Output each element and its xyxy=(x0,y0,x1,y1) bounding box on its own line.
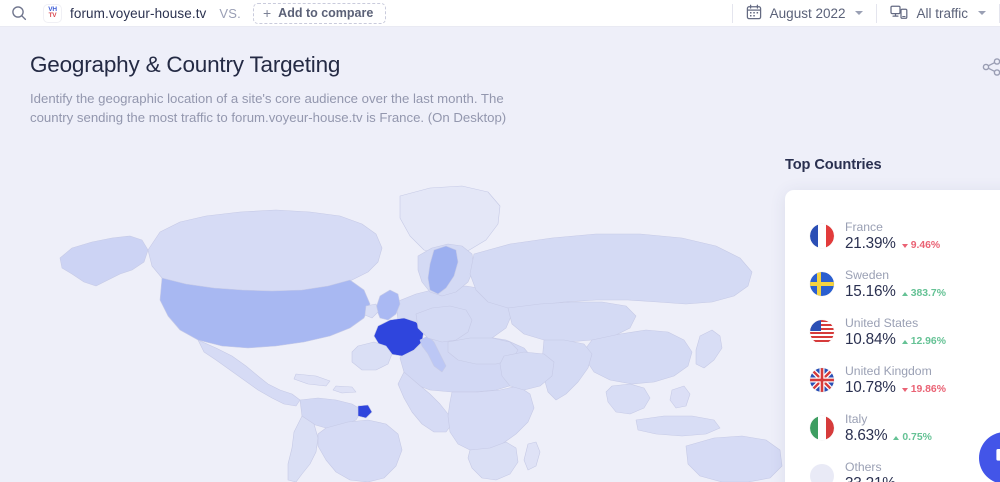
country-australia[interactable] xyxy=(685,435,783,482)
page-header: Geography & Country Targeting Identify t… xyxy=(30,52,630,128)
flag-fr-icon xyxy=(810,224,834,248)
country-percent: 10.84% xyxy=(845,330,896,348)
delta-value: 0.75% xyxy=(902,432,932,443)
list-item[interactable]: United Kingdom 10.78% 19.86% xyxy=(785,356,1000,404)
country-russia[interactable] xyxy=(469,233,753,309)
list-item[interactable]: Others 33.21% xyxy=(785,452,1000,482)
country-name: France xyxy=(845,219,883,234)
others-swatch-icon xyxy=(810,464,834,482)
delta-value: 383.7% xyxy=(910,288,946,299)
country-west-africa[interactable] xyxy=(397,371,453,433)
country-ireland[interactable] xyxy=(364,303,379,319)
country-percent: 21.39% xyxy=(845,234,896,252)
country-alaska[interactable] xyxy=(59,235,149,287)
country-japan[interactable] xyxy=(695,329,723,369)
region-middle-east[interactable] xyxy=(499,351,555,391)
topbar-divider-2 xyxy=(876,3,878,23)
country-delta: 0.75% xyxy=(893,432,932,443)
traffic-segment-selector[interactable]: All traffic xyxy=(877,0,999,27)
top-bar: VH TV forum.voyeur-house.tv VS. + Add to… xyxy=(0,0,1000,27)
devices-icon xyxy=(890,4,908,23)
chevron-down-icon xyxy=(855,11,864,15)
country-greenland[interactable] xyxy=(399,185,501,257)
list-item[interactable]: United States 10.84% 12.96% xyxy=(785,308,1000,356)
top-countries-card: France 21.39% 9.46% Sweden 15.16% xyxy=(785,190,1000,482)
country-guyana[interactable] xyxy=(357,404,373,419)
country-southern-africa[interactable] xyxy=(467,441,519,481)
chat-support-button[interactable] xyxy=(979,432,1000,482)
country-name: United States xyxy=(845,315,919,330)
vs-label: VS. xyxy=(219,5,241,21)
country-canada[interactable] xyxy=(147,209,383,293)
arrow-up-icon xyxy=(901,291,908,296)
country-delta: 12.96% xyxy=(901,336,946,347)
country-united-kingdom[interactable] xyxy=(375,289,401,321)
country-mexico[interactable] xyxy=(197,339,301,407)
add-to-compare-button[interactable]: + Add to compare xyxy=(252,2,387,24)
chat-bubble-icon xyxy=(994,445,1000,472)
site-name-label[interactable]: forum.voyeur-house.tv xyxy=(70,5,207,21)
calendar-icon xyxy=(746,4,762,23)
flag-gb-icon xyxy=(810,368,834,392)
country-name: Italy xyxy=(845,411,868,426)
favicon-bottom-text: TV xyxy=(48,12,57,19)
country-name: Sweden xyxy=(845,267,890,282)
arrow-down-icon xyxy=(901,243,908,248)
list-item[interactable]: Sweden 15.16% 383.7% xyxy=(785,260,1000,308)
flag-us-icon xyxy=(810,320,834,344)
country-percent: 33.21% xyxy=(845,475,896,482)
delta-value: 9.46% xyxy=(910,240,941,251)
region-central-asia[interactable] xyxy=(507,301,637,343)
region-central-europe[interactable] xyxy=(415,305,473,343)
plus-icon: + xyxy=(262,5,272,21)
top-countries-title: Top Countries xyxy=(785,157,882,173)
share-icon[interactable] xyxy=(978,56,1000,78)
country-spain[interactable] xyxy=(351,341,393,371)
country-china[interactable] xyxy=(585,329,693,385)
country-hispaniola[interactable] xyxy=(332,385,357,394)
page-description: Identify the geographic location of a si… xyxy=(30,91,507,126)
list-item[interactable]: Italy 8.63% 0.75% xyxy=(785,404,1000,452)
country-name: Others xyxy=(845,459,882,474)
arrow-up-icon xyxy=(901,339,908,344)
delta-value: 12.96% xyxy=(910,336,946,347)
country-united-states[interactable] xyxy=(159,277,371,349)
page-title: Geography & Country Targeting xyxy=(30,52,341,77)
flag-it-icon xyxy=(810,416,834,440)
country-percent: 10.78% xyxy=(845,378,896,396)
world-map-svg[interactable] xyxy=(0,150,830,482)
delta-value: 19.86% xyxy=(910,384,946,395)
traffic-segment-label: All traffic xyxy=(916,5,968,21)
topbar-divider-1 xyxy=(731,3,733,23)
country-cuba[interactable] xyxy=(293,373,331,387)
world-map[interactable] xyxy=(0,150,830,482)
flag-se-icon xyxy=(810,272,834,296)
country-name: United Kingdom xyxy=(845,363,932,378)
country-philippines[interactable] xyxy=(669,385,691,409)
favicon-top-text: VH xyxy=(48,6,57,13)
list-item[interactable]: France 21.39% 9.46% xyxy=(785,212,1000,260)
country-delta: 383.7% xyxy=(901,288,946,299)
arrow-down-icon xyxy=(901,387,908,392)
search-icon[interactable] xyxy=(8,2,30,24)
site-favicon: VH TV xyxy=(44,4,61,22)
chevron-down-icon xyxy=(978,11,986,15)
country-peru-bolivia[interactable] xyxy=(287,415,319,482)
country-percent: 15.16% xyxy=(845,282,896,300)
country-brazil[interactable] xyxy=(317,419,403,482)
date-range-label: August 2022 xyxy=(769,5,846,21)
country-delta: 19.86% xyxy=(901,384,946,395)
country-madagascar[interactable] xyxy=(523,441,541,471)
country-delta: 9.46% xyxy=(901,240,941,251)
country-indonesia[interactable] xyxy=(635,415,721,437)
add-to-compare-label: Add to compare xyxy=(278,6,374,20)
date-range-selector[interactable]: August 2022 xyxy=(733,0,877,27)
region-southeast-asia[interactable] xyxy=(605,383,651,415)
country-central-east-africa[interactable] xyxy=(447,385,535,451)
arrow-up-icon xyxy=(893,435,900,440)
country-percent: 8.63% xyxy=(845,426,888,444)
country-sweden[interactable] xyxy=(427,245,459,295)
